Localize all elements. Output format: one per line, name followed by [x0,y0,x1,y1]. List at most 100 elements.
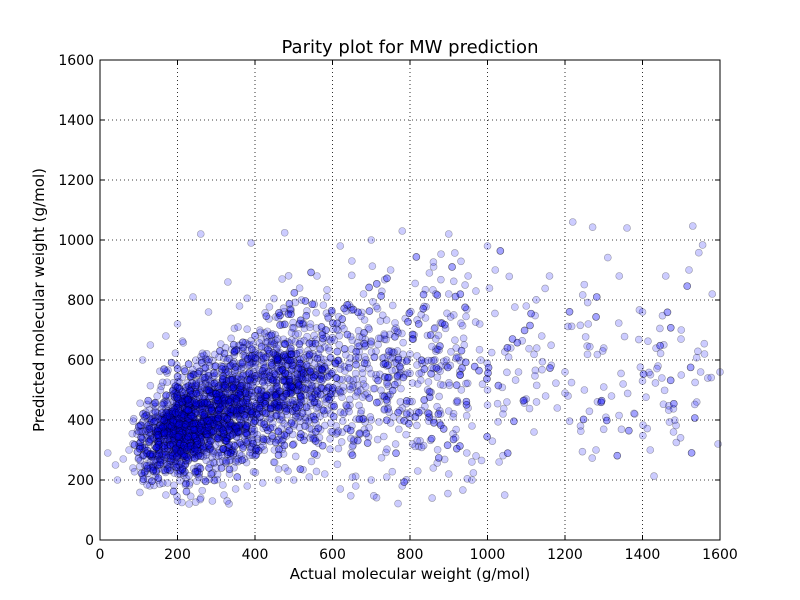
data-point [300,396,308,405]
data-point [174,409,182,417]
data-point [273,401,282,410]
data-point [477,456,486,465]
data-point [659,400,668,409]
data-point [359,375,367,384]
data-point [200,421,208,430]
data-point [426,331,435,339]
data-point [339,410,348,418]
data-point [208,416,216,425]
data-point [316,354,325,362]
data-point [196,495,204,504]
data-point [165,412,174,421]
data-point [200,410,209,419]
data-point [214,397,223,405]
data-point [180,410,188,418]
data-point [255,404,264,412]
data-point [251,347,260,355]
data-point [242,429,250,437]
data-point [307,268,315,277]
data-point [274,313,282,322]
data-point [312,419,320,428]
data-point [287,356,295,365]
data-point [206,428,214,437]
data-point [334,356,343,365]
data-point [307,371,316,379]
data-point [392,449,400,458]
data-point [237,406,246,414]
data-point [357,308,366,317]
data-point [169,421,177,430]
data-point [171,382,180,390]
data-point [187,383,196,391]
data-point [290,396,299,405]
data-point [292,404,300,412]
data-point [247,425,256,433]
data-point [144,469,152,478]
data-point [331,359,340,368]
data-point [232,456,240,464]
data-point [576,321,585,330]
data-point [191,416,199,424]
data-point [287,350,296,358]
data-point [189,293,197,301]
data-point [357,312,365,321]
data-point [313,370,322,379]
data-point [184,406,192,415]
data-point [146,341,155,349]
data-point [360,329,368,337]
data-point [578,291,587,299]
data-point [209,387,218,396]
data-point [285,350,294,359]
y-tick-label: 800 [67,293,94,309]
data-point [343,301,351,309]
data-point [357,406,366,415]
data-point [178,421,187,429]
data-point [643,424,652,433]
data-point [351,482,360,490]
data-point [410,331,418,339]
data-point [288,388,296,397]
data-point [181,459,190,468]
data-point [346,401,354,410]
data-point [301,297,310,305]
data-point [145,421,153,429]
data-point [316,344,324,353]
data-point [406,350,414,358]
data-point [397,384,405,393]
data-point [290,382,298,391]
data-point [146,381,155,390]
data-point [332,422,341,430]
data-point [187,404,195,412]
data-point [444,489,452,498]
data-point [213,383,222,391]
data-point [433,291,442,299]
data-point [369,384,378,393]
data-point [167,413,175,422]
data-point [243,394,252,402]
data-point [291,452,300,461]
data-point [153,428,162,436]
data-point [237,451,246,460]
data-point [302,368,310,377]
data-point [661,272,670,280]
data-point [192,389,201,398]
data-point [531,372,539,380]
data-point [197,438,205,447]
data-point [149,467,157,475]
data-point [180,403,189,412]
data-point [140,446,149,455]
data-point [287,386,296,394]
data-point [174,426,183,435]
data-point [310,449,319,458]
data-point [245,369,253,378]
data-point [179,430,187,439]
data-point [215,434,224,443]
data-point [419,290,428,299]
data-point [251,348,259,357]
data-point [232,375,241,384]
data-point [144,396,152,405]
data-point [491,266,500,274]
data-point [178,465,187,473]
data-point [332,374,340,382]
data-point [691,414,699,422]
